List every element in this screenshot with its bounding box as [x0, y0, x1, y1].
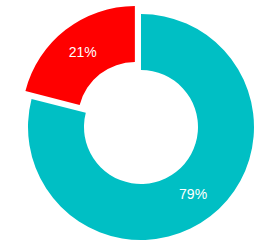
data-label: 79% [179, 186, 207, 202]
chart: 79% 21% [0, 0, 277, 247]
data-label: 21% [69, 44, 97, 60]
slice [25, 6, 134, 105]
